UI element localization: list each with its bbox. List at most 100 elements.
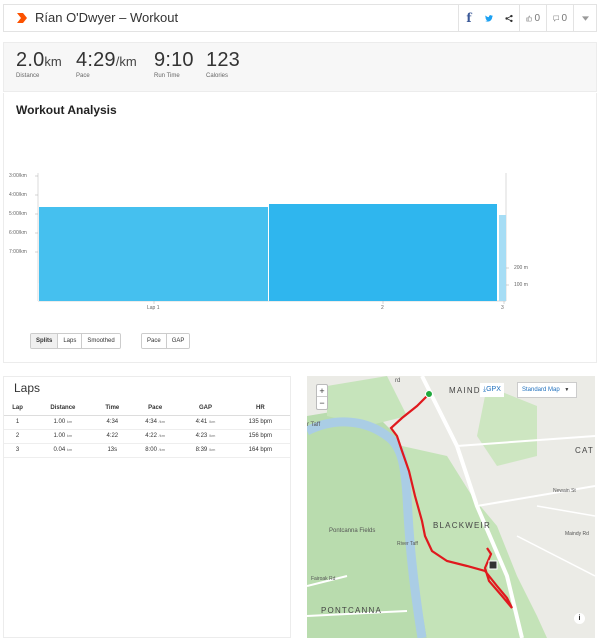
col-lap: Lap xyxy=(4,401,32,416)
map-label-fairoak: Fairoak Rd xyxy=(311,576,336,582)
y-label-pace-2: 4:00/km xyxy=(9,192,27,198)
map-canvas[interactable] xyxy=(307,376,595,638)
lap-distance-value: 1.00 xyxy=(53,433,66,439)
lap-gap-unit: /km xyxy=(208,447,216,452)
lap-hr: 164 bpm xyxy=(230,443,290,458)
share-icon xyxy=(505,14,513,22)
pace-button[interactable]: Pace xyxy=(142,334,167,348)
share-button[interactable] xyxy=(499,5,519,31)
workout-header: Rían O'Dwyer – Workout f 0 0 xyxy=(3,4,597,32)
page-title: Rían O'Dwyer – Workout xyxy=(35,10,179,25)
comment-count: 0 xyxy=(561,12,567,24)
river-taff xyxy=(307,417,427,638)
lap-distance-unit: km xyxy=(66,419,73,424)
park-pontcanna-fields xyxy=(307,406,427,638)
map-type-select[interactable]: Standard Map ▼ xyxy=(517,382,577,398)
kudos-button[interactable]: 0 xyxy=(520,5,546,31)
facebook-share-button[interactable]: f xyxy=(459,5,479,31)
stat-distance-label: Distance xyxy=(16,73,40,79)
download-icon: ⤓ xyxy=(483,386,487,393)
stat-calories: 123 Calories xyxy=(206,49,240,79)
map-label-river-taff-top: r Taff xyxy=(307,422,321,428)
col-distance: Distance xyxy=(31,401,95,416)
lap-pace-unit: /km xyxy=(158,433,166,438)
lap-pace: 8:00 /km xyxy=(129,443,181,458)
map-zoom-control: + − xyxy=(316,384,328,410)
lap-pace-value: 8:00 xyxy=(145,447,157,453)
route-start-marker xyxy=(425,390,433,398)
road-pontcanna xyxy=(307,610,408,617)
map-label-pontcanna: PONTCANNA xyxy=(321,606,383,615)
stat-calories-label: Calories xyxy=(206,73,229,79)
lap-gap-unit: /km xyxy=(208,433,216,438)
lap-gap-value: 4:41 xyxy=(195,419,208,425)
analysis-chart xyxy=(35,173,509,304)
lap-number: 3 xyxy=(4,443,32,458)
stat-runtime-value: 9:10 xyxy=(154,49,194,71)
smoothed-button[interactable]: Smoothed xyxy=(82,334,120,348)
y-label-pace-3: 5:00/km xyxy=(9,211,27,217)
table-row[interactable]: 1 1.00 km 4:34 4:34 /km 4:41 /km 135 bpm xyxy=(4,415,290,430)
park-north xyxy=(327,376,407,426)
stat-pace: 4:29/km Pace xyxy=(76,49,137,79)
stat-distance-unit: km xyxy=(44,54,62,69)
laps-table: Lap Distance Time Pace GAP HR 1 1.00 km … xyxy=(4,401,290,458)
more-actions-button[interactable] xyxy=(574,5,596,31)
analysis-title: Workout Analysis xyxy=(16,103,117,117)
road-cathays xyxy=(476,485,595,507)
strava-logo-icon xyxy=(17,13,27,23)
lap-distance-unit: km xyxy=(66,447,73,452)
table-row[interactable]: 3 0.04 km 13s 8:00 /km 8:39 /km 164 bpm xyxy=(4,443,290,458)
chart-mode-toggle: Splits Laps Smoothed xyxy=(30,333,121,349)
zoom-out-button[interactable]: − xyxy=(319,398,325,408)
lap-pace-value: 4:22 xyxy=(145,433,157,439)
lap-gap: 4:23 /km xyxy=(180,429,231,444)
col-gap: GAP xyxy=(180,401,231,416)
splits-button[interactable]: Splits xyxy=(31,334,59,348)
laps-button[interactable]: Laps xyxy=(58,334,83,348)
col-time: Time xyxy=(94,401,130,416)
lap-time: 4:34 xyxy=(94,415,130,430)
lap-pace-value: 4:34 xyxy=(145,419,157,425)
lap-distance: 1.00 km xyxy=(31,415,95,430)
chart-metric-toggle: Pace GAP xyxy=(141,333,191,349)
map-label-pontcanna-fields: Pontcanna Fields xyxy=(329,528,376,534)
map-label-maindy: MAINDY xyxy=(449,386,488,395)
y-label-pace-4: 6:00/km xyxy=(9,230,27,236)
lap-gap: 8:39 /km xyxy=(180,443,231,458)
x-tick-lap-3: 3 xyxy=(501,305,504,311)
map-info-button[interactable]: i xyxy=(574,613,585,624)
bar-lap-2 xyxy=(269,204,497,301)
download-gpx-button[interactable]: ⤓GPX xyxy=(480,383,504,397)
comment-icon xyxy=(553,15,560,22)
lap-distance: 1.00 km xyxy=(31,429,95,444)
stat-runtime-label: Run Time xyxy=(154,73,180,79)
stat-calories-value: 123 xyxy=(206,49,240,71)
lap-number: 1 xyxy=(4,415,32,430)
zoom-in-button[interactable]: + xyxy=(317,385,327,397)
route-map[interactable]: + − MAINDY ⤓GPX Standard Map ▼ rd r Taff… xyxy=(307,376,595,638)
lap-distance: 0.04 km xyxy=(31,443,95,458)
lap-pace: 4:22 /km xyxy=(129,429,181,444)
lap-distance-value: 1.00 xyxy=(53,419,66,425)
y-label-elevation-2: 100 m xyxy=(514,282,528,288)
map-label-newain: Newain St xyxy=(553,488,576,494)
stat-runtime: 9:10 Run Time xyxy=(154,49,194,79)
x-tick-lap-2: 2 xyxy=(381,305,384,311)
road-east-1 xyxy=(516,535,595,577)
comments-button[interactable]: 0 xyxy=(547,5,573,31)
map-label-river-taff: River Taff xyxy=(397,541,418,547)
lap-number: 2 xyxy=(4,429,32,444)
lap-pace-unit: /km xyxy=(158,447,166,452)
lap-hr: 135 bpm xyxy=(230,415,290,430)
lap-pace-unit: /km xyxy=(158,419,166,424)
stat-pace-label: Pace xyxy=(76,73,90,79)
map-label-cathays: CAT xyxy=(575,446,595,455)
gap-button[interactable]: GAP xyxy=(166,334,190,348)
laps-panel: Laps Lap Distance Time Pace GAP HR 1 1.0… xyxy=(3,376,291,638)
twitter-share-button[interactable] xyxy=(479,5,499,31)
table-row[interactable]: 2 1.00 km 4:22 4:22 /km 4:23 /km 156 bpm xyxy=(4,429,290,444)
kudos-count: 0 xyxy=(534,12,540,24)
chevron-down-icon: ▼ xyxy=(564,387,570,393)
lap-gap-value: 8:39 xyxy=(195,447,208,453)
